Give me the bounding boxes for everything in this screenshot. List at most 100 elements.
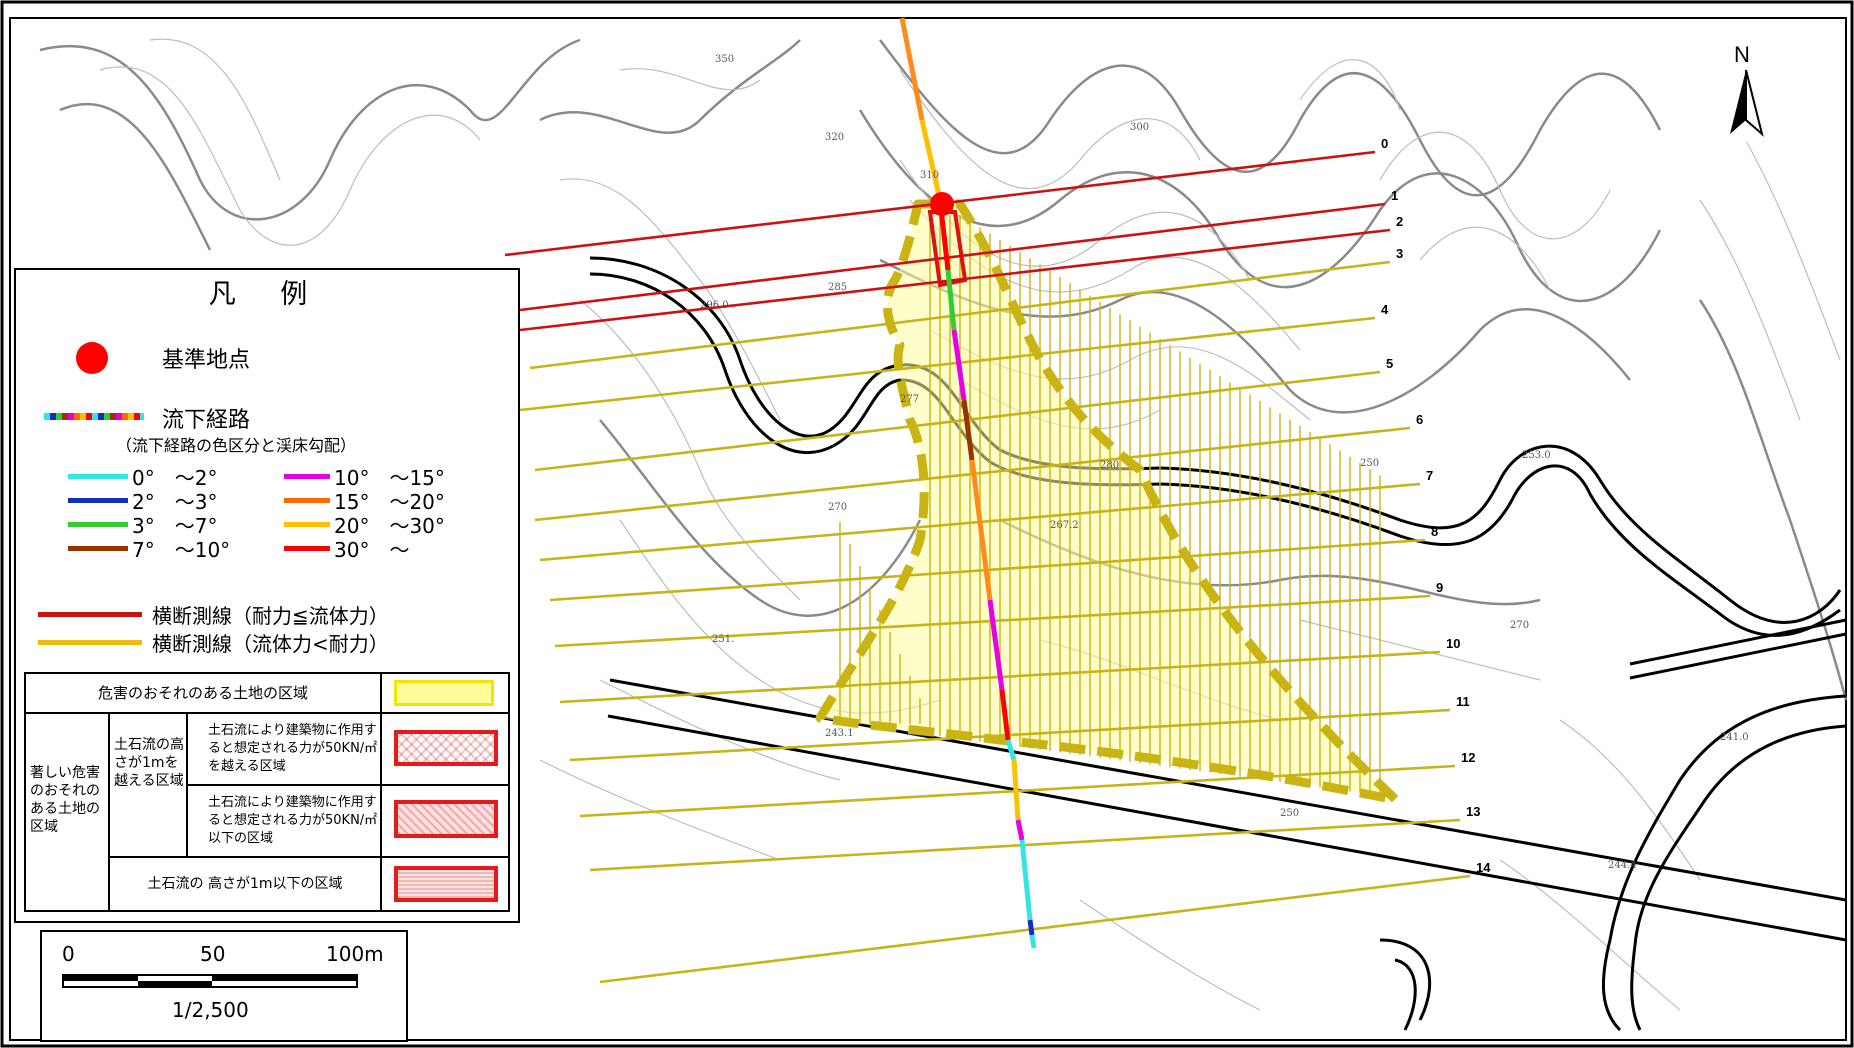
section-number-12: 12 bbox=[1461, 750, 1475, 765]
scale-label-100: 100m bbox=[326, 942, 384, 966]
gradient-label-3: 7° ～10° bbox=[132, 538, 231, 562]
cross-section-line-5 bbox=[534, 370, 1381, 472]
over-1m-label: 土石流の高さが1mを越える区域 bbox=[110, 714, 188, 858]
scale-label-50: 50 bbox=[200, 942, 226, 966]
contour-label-15: 250 bbox=[1280, 808, 1299, 819]
under-1m-swatch bbox=[394, 866, 498, 902]
gradient-label-5: 15° ～20° bbox=[334, 490, 445, 514]
contour-label-6: 277 bbox=[900, 394, 919, 405]
legend-title: 凡 例 bbox=[208, 279, 326, 310]
section-number-0: 0 bbox=[1381, 136, 1388, 151]
section-number-2: 2 bbox=[1396, 214, 1403, 229]
contour-label-11: 250 bbox=[1360, 458, 1379, 469]
force-over-swatch-cell bbox=[382, 714, 508, 786]
cross-section-line-14 bbox=[599, 874, 1471, 984]
zone-table: 危害のおそれのある土地の区域 著しい危害のおそれのある土地の区域 土石流の高さが… bbox=[24, 672, 510, 912]
gradient-label-2: 3° ～7° bbox=[132, 514, 218, 538]
contour-label-2: 310 bbox=[920, 170, 939, 181]
scale-bar-graphic bbox=[62, 974, 358, 988]
gradient-swatch-5 bbox=[284, 498, 330, 503]
gradient-swatch-0 bbox=[68, 474, 128, 479]
contour-label-13: 251. bbox=[712, 634, 734, 645]
hazard-area-label: 危害のおそれのある土地の区域 bbox=[26, 674, 382, 714]
gradient-label-6: 20° ～30° bbox=[334, 514, 445, 538]
force-under-swatch bbox=[394, 800, 498, 838]
red-section-swatch bbox=[38, 612, 142, 617]
flow-path-segment-8 bbox=[999, 689, 1011, 741]
cross-section-line-1 bbox=[519, 202, 1386, 312]
contour-label-1: 320 bbox=[825, 132, 844, 143]
section-number-1: 1 bbox=[1391, 188, 1398, 203]
contour-label-12: 270 bbox=[1510, 620, 1529, 631]
gradient-swatch-1 bbox=[68, 498, 128, 503]
flow-path-segment-5 bbox=[961, 399, 975, 461]
flow-path-segment-0 bbox=[899, 17, 925, 121]
contour-label-0: 350 bbox=[715, 54, 734, 65]
section-number-4: 4 bbox=[1381, 302, 1389, 317]
flow-path-segment-11 bbox=[1015, 819, 1025, 841]
scale-bar: 0 50 100m 1/2,500 bbox=[40, 930, 408, 1042]
hazard-area-swatch-cell bbox=[382, 674, 508, 714]
section-number-14: 14 bbox=[1476, 860, 1491, 875]
section-number-7: 7 bbox=[1426, 468, 1433, 483]
section-number-10: 10 bbox=[1446, 636, 1460, 651]
flow-path-segment-14 bbox=[1029, 934, 1037, 949]
force-over-swatch bbox=[394, 730, 498, 766]
flow-path-segment-12 bbox=[1019, 839, 1033, 921]
flow-path-note: （流下経路の色区分と渓床勾配） bbox=[116, 436, 357, 455]
under-1m-swatch-cell bbox=[382, 858, 508, 910]
contour-label-7: 280 bbox=[1100, 460, 1119, 471]
gradient-swatch-4 bbox=[284, 474, 330, 479]
gradient-label-7: 30° ～ bbox=[334, 538, 410, 562]
contour-label-8: 270 bbox=[828, 502, 847, 513]
cross-section-line-11 bbox=[569, 708, 1451, 762]
flow-path-swatch bbox=[44, 413, 144, 420]
gradient-swatch-6 bbox=[284, 522, 330, 527]
flow-path bbox=[899, 17, 1037, 949]
base-point-icon bbox=[76, 342, 108, 374]
gradient-label-0: 0° ～2° bbox=[132, 466, 218, 490]
section-number-8: 8 bbox=[1431, 524, 1438, 539]
contour-label-9: 267.2 bbox=[1050, 520, 1079, 531]
force-under-swatch-cell bbox=[382, 786, 508, 858]
contour-label-16: 244.4 bbox=[1608, 860, 1637, 871]
flow-path-segment-10 bbox=[1011, 759, 1021, 821]
inner-border bbox=[9, 17, 1847, 1041]
cross-section-line-4 bbox=[519, 316, 1376, 412]
section-number-5: 5 bbox=[1386, 356, 1393, 371]
section-number-13: 13 bbox=[1466, 804, 1480, 819]
north-label: N bbox=[1734, 42, 1750, 67]
gradient-swatch-3 bbox=[68, 546, 128, 551]
under-1m-label: 土石流の 高さが1m以下の区域 bbox=[110, 858, 382, 910]
flow-path-segment-6 bbox=[969, 459, 993, 601]
contour-label-14: 243.1 bbox=[825, 728, 854, 739]
flow-path-label: 流下経路 bbox=[162, 408, 251, 433]
gradient-label-4: 10° ～15° bbox=[334, 466, 445, 490]
cross-section-line-2 bbox=[519, 228, 1391, 332]
section-number-3: 3 bbox=[1396, 246, 1403, 261]
flow-path-segment-7 bbox=[987, 599, 1005, 691]
force-over-label: 土石流により建築物に作用すると想定される力が50KN/㎡を越える区域 bbox=[188, 714, 382, 786]
north-arrow: N bbox=[1688, 42, 1804, 142]
cross-section-line-3 bbox=[529, 260, 1391, 370]
gradient-swatch-7 bbox=[284, 546, 330, 551]
contour-label-5: 285 bbox=[828, 282, 847, 293]
severe-area-label: 著しい危害のおそれのある土地の区域 bbox=[26, 714, 110, 910]
flow-path-segment-4 bbox=[951, 329, 967, 401]
gradient-label-1: 2° ～3° bbox=[132, 490, 218, 514]
base-point bbox=[930, 192, 954, 216]
legend: 凡 例 基準地点 流下経路 （流下経路の色区分と渓床勾配） 0° ～2° 2° ～… bbox=[14, 268, 520, 923]
yellow-section-swatch bbox=[38, 640, 142, 645]
contour-label-3: 300 bbox=[1130, 122, 1149, 133]
section-number-6: 6 bbox=[1416, 412, 1423, 427]
contour-label-10: 253.0 bbox=[1522, 450, 1551, 461]
section-number-9: 9 bbox=[1436, 580, 1443, 595]
red-section-label: 横断測線（耐力≦流体力） bbox=[152, 604, 389, 628]
contour-labels: 350320310300296.0285277280270267.2253.02… bbox=[700, 54, 1749, 871]
force-under-label: 土石流により建築物に作用すると想定される力が50KN/㎡以下の区域 bbox=[188, 786, 382, 858]
contour-label-17: 241.0 bbox=[1720, 732, 1749, 743]
base-point-label: 基準地点 bbox=[162, 348, 251, 373]
flow-path-segment-1 bbox=[919, 119, 943, 201]
yellow-section-label: 横断測線（流体力<耐力） bbox=[152, 632, 389, 656]
